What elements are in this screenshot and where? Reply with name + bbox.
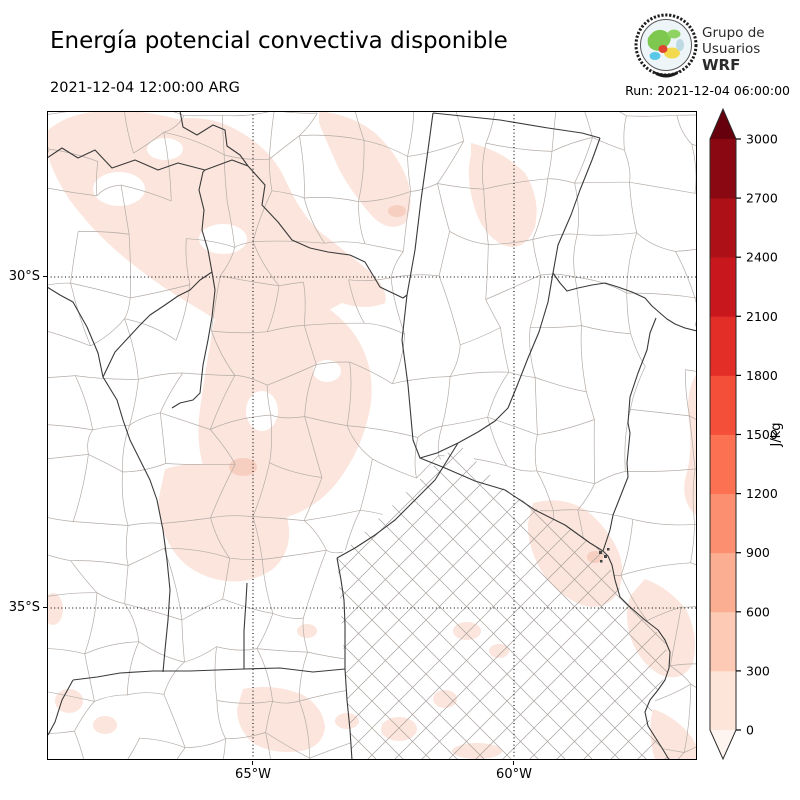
svg-text:1200: 1200 — [746, 486, 778, 501]
svg-text:1500: 1500 — [746, 427, 778, 442]
map-canvas — [47, 111, 697, 760]
shading-holes — [93, 138, 341, 431]
lon-label-60w: 60°W — [496, 767, 532, 782]
lon-tick-60w — [513, 761, 514, 765]
page-title: Energía potencial convectiva disponible — [50, 28, 508, 54]
svg-text:2100: 2100 — [746, 309, 778, 324]
lat-label-35s: 35°S — [8, 600, 40, 615]
lat-tick-30s — [43, 276, 47, 277]
logo-text: Grupo de Usuarios WRF — [702, 25, 765, 74]
svg-text:2400: 2400 — [746, 250, 778, 265]
wrf-group-logo: Grupo de Usuarios WRF — [634, 13, 765, 78]
valid-time-label: 2021-12-04 12:00:00 ARG — [50, 80, 240, 96]
lon-tick-65w — [252, 761, 253, 765]
svg-text:3000: 3000 — [746, 132, 778, 147]
colorbar: 0 300 600 900 1200 1500 1800 2100 2400 2700 3000 J/… — [709, 107, 784, 761]
lat-label-30s: 30°S — [8, 269, 40, 284]
latlon-gridlines — [47, 111, 697, 760]
svg-text:300: 300 — [746, 663, 770, 678]
logo-globe-emblem — [634, 13, 698, 78]
map-border — [47, 111, 697, 760]
buenos-aires-partidos-mesh — [337, 443, 670, 760]
cape-shading-medium — [229, 205, 603, 563]
colorbar-scale: 0 300 600 900 1200 1500 1800 2100 2400 2700 3000 J/… — [709, 107, 784, 761]
department-boundaries-mesh — [47, 111, 697, 760]
svg-text:600: 600 — [746, 604, 770, 619]
svg-text:2700: 2700 — [746, 191, 778, 206]
province-boundaries — [47, 111, 697, 760]
svg-text:900: 900 — [746, 545, 770, 560]
colorbar-unit-label: J/kg — [769, 423, 784, 448]
logo-line-2: Usuarios — [702, 41, 760, 57]
city-cluster-marks — [599, 548, 610, 563]
run-time-label: Run: 2021-12-04 06:00:00 — [625, 83, 790, 98]
lon-label-65w: 65°W — [235, 767, 271, 782]
logo-line-3: WRF — [702, 56, 740, 74]
logo-line-1: Grupo de — [702, 25, 765, 41]
lat-tick-35s — [43, 607, 47, 608]
svg-text:0: 0 — [746, 723, 754, 738]
svg-text:1800: 1800 — [746, 368, 778, 383]
